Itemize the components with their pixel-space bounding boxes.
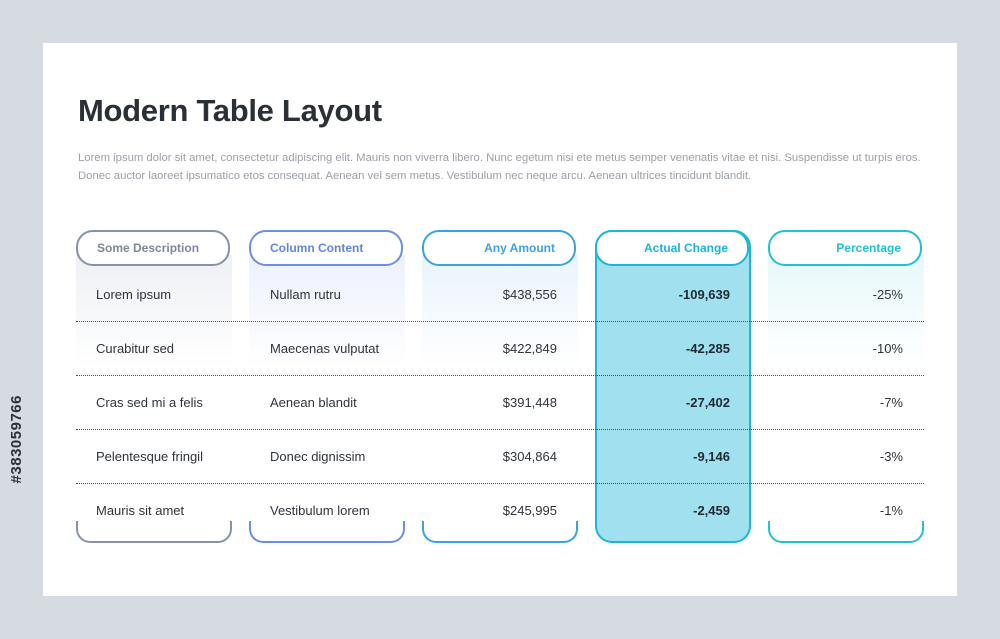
column-header-percentage[interactable]: Percentage (768, 230, 922, 266)
column-header-label: Some Description (97, 241, 200, 255)
cell-amount: $422,849 (502, 341, 557, 356)
page-title: Modern Table Layout (78, 93, 382, 128)
cell-content: Vestibulum lorem (270, 503, 370, 518)
column-header-description[interactable]: Some Description (76, 230, 230, 266)
cell-amount: $304,864 (502, 449, 557, 464)
cell-description: Pelentesque fringil (96, 449, 203, 464)
column-header-label: Percentage (836, 241, 901, 255)
actual-change-highlight (595, 230, 751, 543)
column-header-content[interactable]: Column Content (249, 230, 403, 266)
cell-change: -2,459 (693, 503, 730, 518)
cell-amount: $391,448 (502, 395, 557, 410)
cell-change: -109,639 (678, 287, 730, 302)
column-footer-content (249, 521, 405, 543)
cell-content: Donec dignissim (270, 449, 366, 464)
row-divider (76, 375, 924, 376)
cell-percentage: -10% (872, 341, 903, 356)
cell-description: Curabitur sed (96, 341, 175, 356)
cell-content: Maecenas vulputat (270, 341, 380, 356)
column-footer-amount (422, 521, 578, 543)
column-fade-amount (422, 255, 578, 367)
column-header-amount[interactable]: Any Amount (422, 230, 576, 266)
cell-description: Lorem ipsum (96, 287, 172, 302)
column-fade-description (76, 255, 232, 367)
cell-amount: $245,995 (502, 503, 557, 518)
cell-content: Aenean blandit (270, 395, 357, 410)
column-footer-description (76, 521, 232, 543)
cell-percentage: -1% (879, 503, 903, 518)
row-divider (76, 483, 924, 484)
cell-change: -27,402 (685, 395, 730, 410)
cell-change: -9,146 (693, 449, 730, 464)
column-fade-content (249, 255, 405, 367)
cell-change: -42,285 (685, 341, 730, 356)
cell-content: Nullam rutru (270, 287, 341, 302)
column-header-label: Column Content (270, 241, 364, 255)
column-header-label: Actual Change (643, 241, 728, 255)
cell-percentage: -3% (879, 449, 903, 464)
row-divider (76, 429, 924, 430)
cell-description: Mauris sit amet (96, 503, 185, 518)
cell-description: Cras sed mi a felis (96, 395, 203, 410)
column-footer-percentage (768, 521, 924, 543)
cell-amount: $438,556 (502, 287, 557, 302)
table-card: Modern Table Layout Lorem ipsum dolor si… (43, 43, 957, 596)
column-fade-percentage (768, 255, 924, 367)
cell-percentage: -25% (872, 287, 903, 302)
row-divider (76, 321, 924, 322)
cell-percentage: -7% (879, 395, 903, 410)
side-id-text: #383059766 (8, 395, 25, 484)
column-header-change[interactable]: Actual Change (595, 230, 749, 266)
column-header-label: Any Amount (484, 241, 555, 255)
page-description: Lorem ipsum dolor sit amet, consectetur … (78, 152, 921, 182)
